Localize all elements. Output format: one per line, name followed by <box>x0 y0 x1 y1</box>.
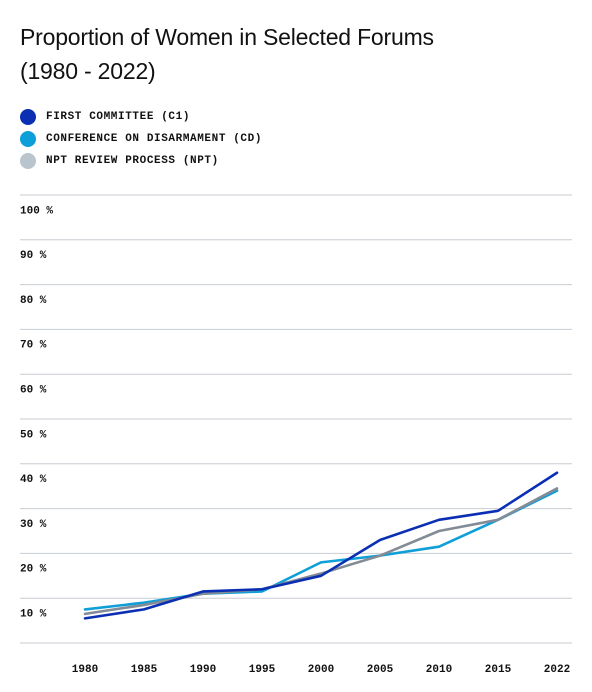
x-tick-label-2015: 2015 <box>485 664 512 676</box>
legend-dot-c1 <box>20 109 36 125</box>
y-tick-label-90: 90 % <box>20 250 47 262</box>
y-tick-label-70: 70 % <box>20 340 47 352</box>
series-line-0 <box>83 471 559 620</box>
legend-dot-npt <box>20 153 36 169</box>
legend-label-c1: FIRST COMMITTEE (C1) <box>46 111 191 123</box>
y-tick-label-100: 100 % <box>20 205 53 217</box>
y-tick-label-10: 10 % <box>20 609 47 621</box>
y-tick-label-20: 20 % <box>20 564 47 576</box>
y-tick-label-40: 40 % <box>20 474 47 486</box>
y-tick-label-50: 50 % <box>20 429 47 441</box>
legend-dot-cd <box>20 131 36 147</box>
legend-label-npt: NPT REVIEW PROCESS (NPT) <box>46 155 219 167</box>
y-tick-label-60: 60 % <box>20 385 47 397</box>
x-tick-label-2005: 2005 <box>367 664 394 676</box>
x-tick-label-1985: 1985 <box>131 664 158 676</box>
series-line-1 <box>83 489 559 611</box>
x-tick-label-2010: 2010 <box>426 664 452 676</box>
legend-label-cd: CONFERENCE ON DISARMAMENT (CD) <box>46 133 263 145</box>
x-tick-label-2022: 2022 <box>544 664 570 676</box>
legend-item-cd: CONFERENCE ON DISARMAMENT (CD) <box>20 128 262 150</box>
chart-title: Proportion of Women in Selected Forums (… <box>20 20 434 88</box>
legend: FIRST COMMITTEE (C1) CONFERENCE ON DISAR… <box>20 106 262 172</box>
x-tick-label-1990: 1990 <box>190 664 216 676</box>
y-tick-label-80: 80 % <box>20 295 47 307</box>
chart-title-line-1: Proportion of Women in Selected Forums <box>20 24 434 50</box>
legend-item-npt: NPT REVIEW PROCESS (NPT) <box>20 150 262 172</box>
x-tick-label-1995: 1995 <box>249 664 276 676</box>
legend-item-c1: FIRST COMMITTEE (C1) <box>20 106 262 128</box>
chart-title-line-2: (1980 - 2022) <box>20 58 156 84</box>
x-tick-label-1980: 1980 <box>72 664 98 676</box>
series-line-2 <box>83 487 559 616</box>
x-tick-label-2000: 2000 <box>308 664 334 676</box>
y-tick-label-30: 30 % <box>20 519 47 531</box>
